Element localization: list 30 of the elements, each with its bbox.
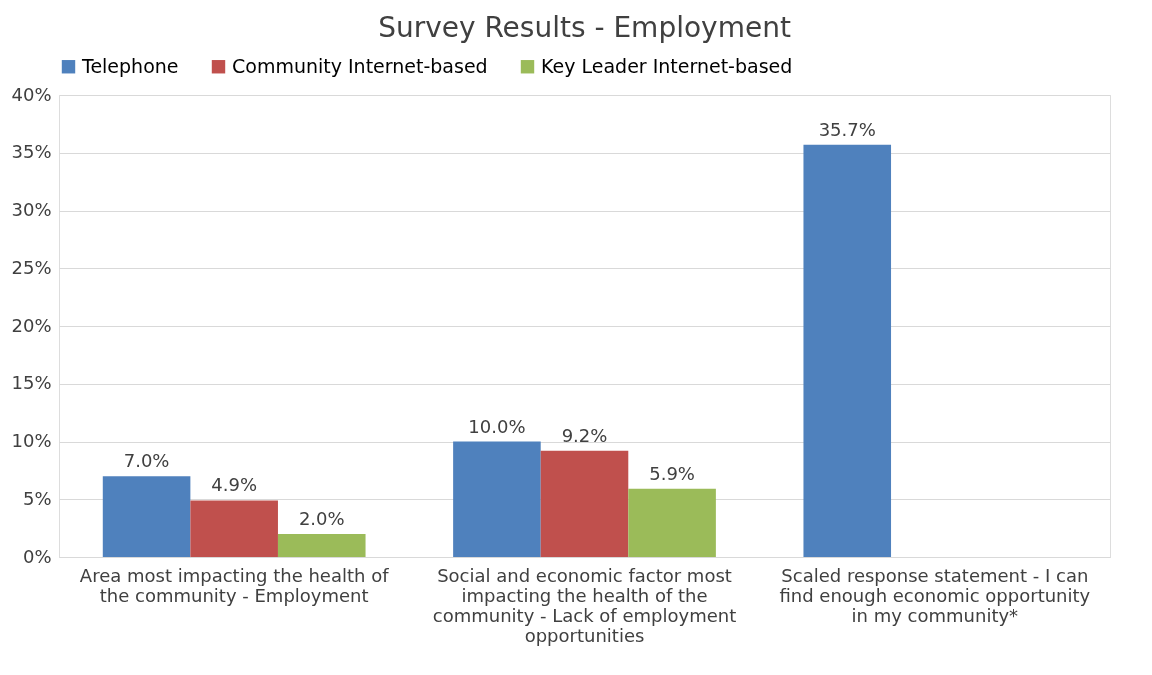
data-label: 2.0% [298, 507, 345, 529]
y-tick-label: 15% [11, 372, 52, 394]
bar [803, 144, 892, 557]
y-tick-label: 35% [11, 141, 52, 163]
x-tick-label: Area most impacting the health of the community - Employment [79, 564, 390, 606]
data-label: 9.2% [561, 424, 608, 446]
bar [102, 476, 191, 557]
data-label: 10.0% [468, 415, 526, 437]
y-tick-label: 10% [11, 430, 52, 451]
bar [628, 488, 716, 557]
legend-label: Key Leader Internet-based [541, 54, 793, 77]
bar [277, 533, 366, 557]
chart-title: Survey Results - Employment [378, 11, 791, 44]
data-label: 5.9% [649, 462, 695, 484]
y-tick-label: 0% [22, 545, 52, 567]
y-tick-label: 5% [22, 487, 52, 509]
legend-label: Telephone [81, 54, 179, 77]
bar [453, 441, 541, 557]
y-tick-label: 30% [11, 199, 52, 220]
y-tick-label: 20% [11, 314, 52, 336]
legend-label: Community Internet-based [232, 54, 488, 77]
x-tick-label: Social and economic factor most impacting the health of the community - Lack of employment opportunities [432, 564, 737, 646]
data-label: 7.0% [123, 450, 170, 472]
bar [540, 450, 629, 557]
data-label: 4.9% [211, 474, 258, 496]
bar [190, 500, 278, 557]
x-tick-label: Scaled response statement - I can find enough economic opportunity in my community* [779, 564, 1091, 626]
data-label: 35.7% [818, 118, 876, 140]
y-tick-label: 25% [11, 256, 52, 278]
y-tick-label: 40% [11, 83, 52, 105]
